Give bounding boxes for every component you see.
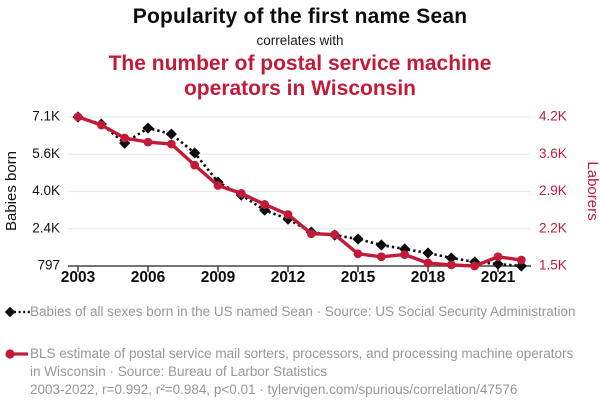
stats-line-row: 2003-2022, r=0.992, r²=0.984, p<0.01 · t… <box>30 381 590 399</box>
data-point-diamond <box>375 239 387 251</box>
data-point-circle <box>353 249 363 259</box>
x-axis-tick-label: 2003 <box>61 269 96 286</box>
x-axis-tick-label: 2009 <box>201 269 236 286</box>
data-point-circle <box>236 188 246 198</box>
x-axis-tick-label: 2018 <box>411 269 446 286</box>
left-axis-tick-label: 7.1K <box>32 109 60 124</box>
data-point-circle <box>516 255 526 265</box>
data-point-circle <box>120 133 130 143</box>
data-point-circle <box>166 139 176 149</box>
x-axis-tick-label: 2006 <box>131 269 166 286</box>
stats-line: 2003-2022, r=0.992, r²=0.984, p<0.01 · t… <box>30 382 518 397</box>
data-point-diamond <box>189 147 201 159</box>
right-axis-tick-label: 3.6K <box>539 146 567 161</box>
x-axis-tick-label: 2021 <box>481 269 516 286</box>
diamond-dotted-line-icon <box>4 306 30 318</box>
data-point-circle <box>446 260 456 270</box>
data-point-circle <box>190 160 200 170</box>
data-point-circle <box>96 120 106 130</box>
legend-item-laborers: BLS estimate of postal service mail sort… <box>4 345 582 380</box>
data-point-circle <box>283 210 293 219</box>
data-point-circle <box>330 230 340 239</box>
data-point-diamond <box>142 122 154 134</box>
right-axis-tick-label: 1.5K <box>539 258 567 273</box>
data-point-diamond <box>165 128 177 140</box>
x-axis-tick-label: 2015 <box>341 269 376 286</box>
legend-series2-label: BLS estimate of postal service mail sort… <box>30 346 574 379</box>
correlation-chart: 7.1K 5.6K 4.0K 2.4K 797 4.2K 3.6K 2.9K 2.2K 1.5K 2… <box>3 109 600 286</box>
data-point-circle <box>73 112 83 122</box>
left-axis-tick-label: 2.4K <box>32 220 60 235</box>
data-point-diamond <box>352 233 364 245</box>
data-point-circle <box>213 181 223 190</box>
left-axis-tick-label: 4.0K <box>32 183 60 198</box>
data-point-circle <box>260 200 270 209</box>
right-axis-tick-label: 2.9K <box>539 183 567 198</box>
data-point-circle <box>143 137 153 147</box>
correlates-with-label: correlates with <box>256 33 344 48</box>
legend-item-sean: Babies of all sexes born in the US named… <box>4 303 582 321</box>
circle-solid-line-icon <box>5 349 28 359</box>
data-point-circle <box>423 258 433 268</box>
data-point-circle <box>306 229 316 239</box>
data-point-diamond <box>422 247 434 259</box>
left-axis-title: Babies born <box>3 151 20 231</box>
right-axis-title: Laborers <box>584 161 600 220</box>
data-point-circle <box>400 250 410 260</box>
left-axis-tick-label: 797 <box>37 258 60 273</box>
data-point-circle <box>493 252 503 262</box>
data-point-diamond <box>445 252 457 264</box>
x-axis-tick-label: 2012 <box>271 269 305 286</box>
right-axis-tick-label: 2.2K <box>539 220 567 235</box>
right-axis-tick-label: 4.2K <box>539 109 567 124</box>
secondary-title: The number of postal service machine ope… <box>108 52 492 100</box>
data-point-circle <box>470 261 480 271</box>
data-point-diamond <box>492 258 504 270</box>
data-point-circle <box>376 252 386 262</box>
left-axis-tick-label: 5.6K <box>32 146 60 161</box>
page-title: Popularity of the first name Sean <box>132 5 468 28</box>
legend-series1-label: Babies of all sexes born in the US named… <box>30 304 576 319</box>
